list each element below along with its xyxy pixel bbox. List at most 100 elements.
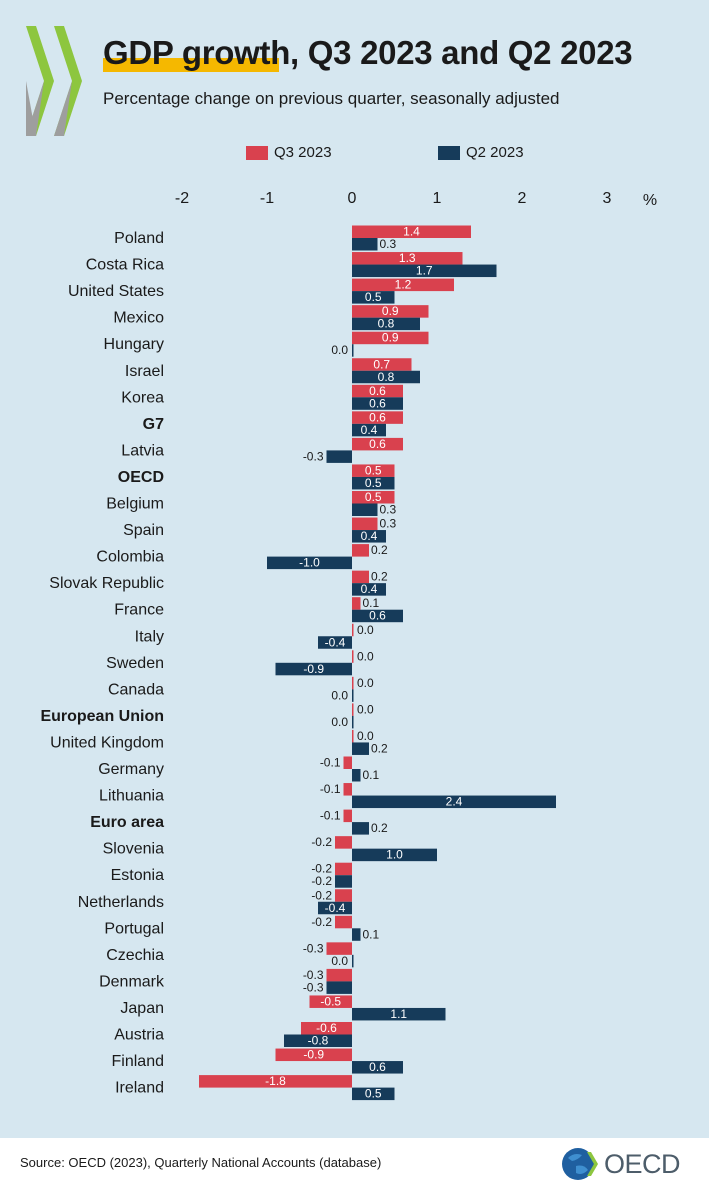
data-label-q2: 0.0 — [331, 954, 348, 968]
bar-q3 — [335, 889, 352, 902]
bar-q3 — [343, 783, 352, 796]
data-label-q2: 0.4 — [361, 582, 378, 596]
data-label-q2: 0.0 — [331, 715, 348, 729]
bar-q2 — [352, 503, 378, 516]
category-label: Poland — [114, 230, 164, 247]
data-label-q3: 0.0 — [357, 702, 374, 716]
category-label: Netherlands — [78, 894, 164, 911]
data-label-q3: 0.3 — [380, 517, 397, 531]
data-label-q3: -1.8 — [265, 1074, 286, 1088]
bar-q2 — [352, 1061, 403, 1074]
bar-q2 — [326, 450, 352, 463]
data-label-q2: 1.1 — [390, 1007, 407, 1021]
bar-q3 — [352, 676, 354, 690]
category-label: Euro area — [90, 814, 164, 831]
bar-q3 — [352, 252, 463, 265]
category-label: Slovak Republic — [49, 575, 164, 592]
bar-q2 — [352, 742, 369, 755]
data-label-q3: 0.9 — [382, 331, 399, 345]
bar-q3 — [352, 729, 354, 743]
bar-q3 — [352, 517, 378, 531]
data-label-q2: -0.4 — [325, 635, 346, 649]
category-label: Costa Rica — [86, 257, 164, 274]
bar-q2 — [352, 530, 386, 543]
data-label-q2: 0.5 — [365, 476, 382, 490]
bar-q3 — [352, 703, 354, 716]
data-label-q2: 0.1 — [363, 768, 380, 782]
bar-q2 — [352, 715, 354, 729]
bar-q3 — [352, 650, 354, 663]
x-tick-label: -1 — [260, 190, 274, 207]
bar-q2 — [318, 901, 352, 915]
bar-q2 — [352, 238, 378, 251]
category-label: G7 — [143, 416, 164, 433]
bar-q2 — [335, 875, 352, 888]
data-label-q3: -0.1 — [320, 809, 341, 823]
data-label-q2: 0.6 — [369, 609, 386, 623]
bar-q3 — [335, 862, 352, 876]
category-label: Japan — [120, 1000, 164, 1017]
legend-swatch-q3 — [246, 145, 268, 160]
bar-q3 — [352, 278, 454, 292]
data-label-q3: 0.6 — [369, 437, 386, 451]
data-label-q2: 0.4 — [361, 423, 378, 437]
data-label-q3: 1.2 — [395, 278, 412, 292]
bar-q2 — [352, 848, 437, 862]
data-label-q3: -0.2 — [311, 915, 332, 929]
category-label: Latvia — [121, 442, 164, 459]
data-label-q2: -0.2 — [311, 874, 332, 888]
bar-q2 — [352, 928, 361, 941]
category-label: Korea — [121, 389, 164, 406]
oecd-logo: OECD — [560, 1146, 681, 1182]
bar-q3 — [352, 411, 403, 424]
data-label-q3: -0.2 — [311, 888, 332, 902]
bar-q2 — [267, 556, 352, 570]
data-label-q3: -0.2 — [311, 862, 332, 876]
data-label-q3: 0.2 — [371, 543, 388, 557]
data-label-q2: -0.3 — [303, 449, 324, 463]
bar-q2 — [352, 822, 369, 835]
bar-chart: -2 -1 0 1 2 3 % Poland 1.4 0.3 Costa Rica 1.31.7 Uni… — [40, 190, 657, 1101]
data-label-q2: 1.7 — [416, 264, 433, 278]
bar-q3 — [301, 1022, 352, 1035]
bar-q2 — [275, 662, 352, 676]
bar-q3 — [352, 464, 395, 477]
category-label: Finland — [112, 1053, 164, 1070]
data-label-q2: 0.6 — [369, 396, 386, 410]
bar-q3 — [352, 544, 369, 557]
source-note: Source: OECD (2023), Quarterly National … — [20, 1155, 382, 1170]
category-label: France — [114, 602, 164, 619]
category-label: Spain — [123, 522, 164, 539]
bar-q2 — [352, 344, 354, 357]
x-tick-label: 0 — [348, 190, 357, 207]
bar-q3 — [352, 437, 403, 451]
legend-item-q2: Q2 2023 — [438, 144, 524, 161]
bar-q2 — [352, 264, 497, 278]
x-unit-label: % — [643, 192, 657, 209]
category-label: Austria — [114, 1027, 164, 1044]
bar-q3 — [343, 756, 352, 769]
data-label-q2: -1.0 — [299, 556, 320, 570]
bar-q3 — [352, 384, 403, 398]
bar-q3 — [352, 570, 369, 584]
bar-q2 — [352, 795, 556, 809]
bar-q3 — [352, 331, 429, 345]
category-label: Belgium — [106, 496, 164, 513]
data-label-q3: 0.5 — [365, 463, 382, 477]
bar-q2 — [352, 476, 395, 490]
category-label: Italy — [135, 628, 164, 645]
data-label-q2: 0.8 — [378, 317, 395, 331]
bar-q2 — [352, 689, 354, 702]
data-label-q3: 0.7 — [373, 357, 390, 371]
data-label-q3: -0.3 — [303, 941, 324, 955]
bar-q2 — [326, 981, 352, 994]
data-label-q2: 0.1 — [363, 927, 380, 941]
category-label: Denmark — [99, 973, 165, 990]
data-label-q2: 0.8 — [378, 370, 395, 384]
bar-q3 — [199, 1075, 352, 1088]
category-label: Portugal — [104, 920, 164, 937]
bar-q3 — [352, 491, 395, 504]
bar-q3 — [275, 1048, 352, 1062]
data-label-q2: -0.9 — [303, 662, 324, 676]
